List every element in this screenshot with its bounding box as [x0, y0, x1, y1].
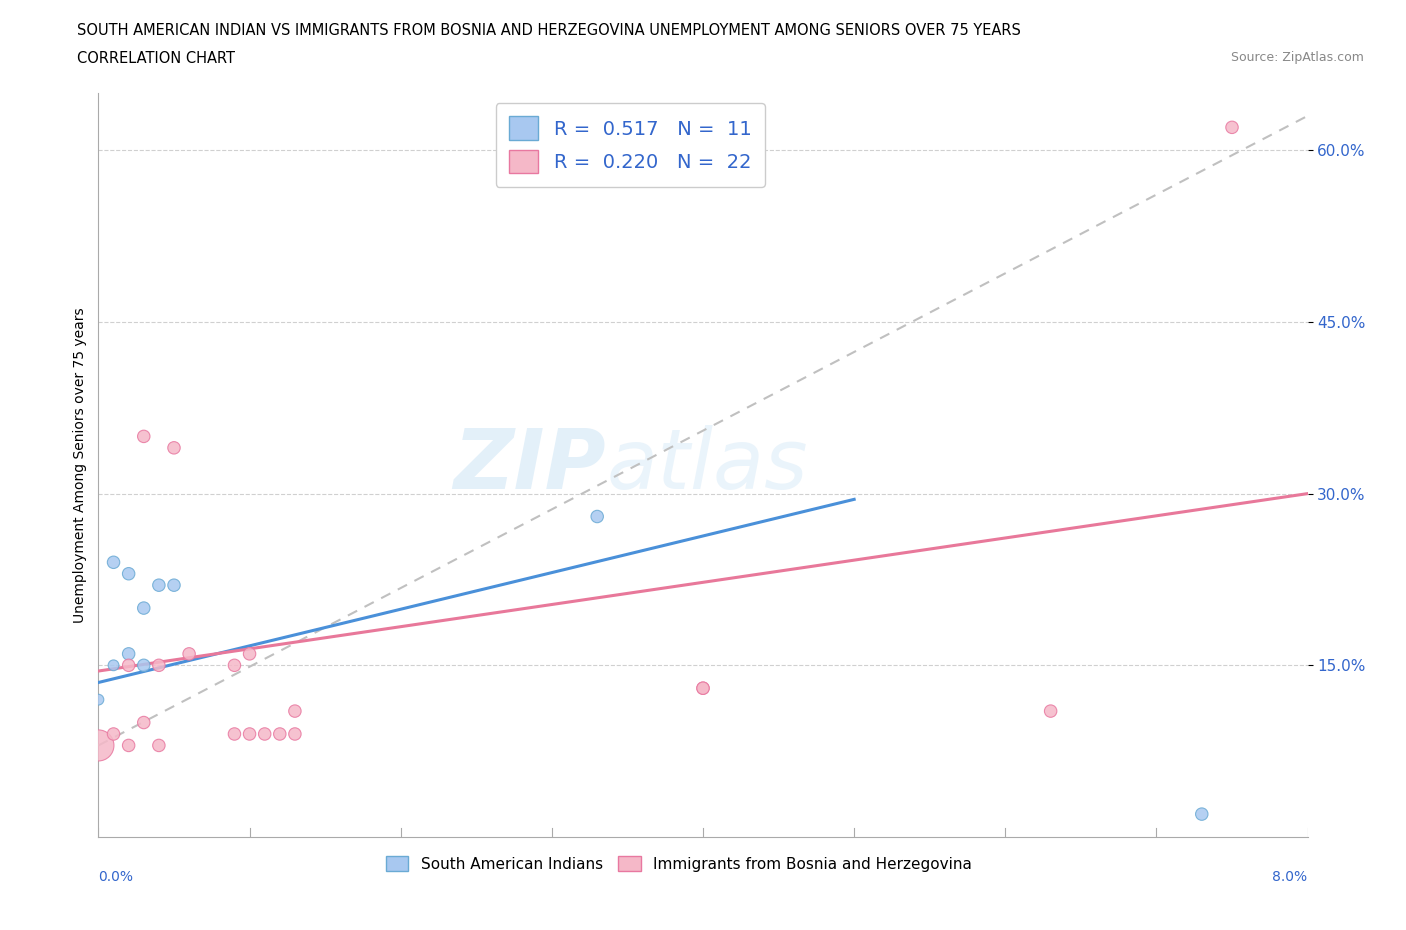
Point	[132, 429, 155, 444]
Point	[87, 738, 110, 753]
Point	[224, 658, 246, 672]
Point	[132, 601, 155, 616]
Point	[163, 441, 186, 456]
Point	[103, 658, 125, 672]
Point	[253, 726, 276, 741]
Point	[148, 578, 170, 592]
Point	[118, 646, 141, 661]
Text: SOUTH AMERICAN INDIAN VS IMMIGRANTS FROM BOSNIA AND HERZEGOVINA UNEMPLOYMENT AMO: SOUTH AMERICAN INDIAN VS IMMIGRANTS FROM…	[77, 23, 1021, 38]
Point	[284, 726, 307, 741]
Point	[692, 681, 714, 696]
Point	[103, 726, 125, 741]
Point	[224, 726, 246, 741]
Text: Source: ZipAtlas.com: Source: ZipAtlas.com	[1230, 51, 1364, 64]
Point	[284, 704, 307, 719]
Point	[103, 555, 125, 570]
Point	[692, 681, 714, 696]
Text: 0.0%: 0.0%	[98, 870, 134, 884]
Point	[132, 715, 155, 730]
Point	[239, 646, 262, 661]
Point	[118, 566, 141, 581]
Text: ZIP: ZIP	[454, 424, 606, 506]
Point	[132, 658, 155, 672]
Legend: South American Indians, Immigrants from Bosnia and Herzegovina: South American Indians, Immigrants from …	[380, 849, 979, 878]
Point	[179, 646, 201, 661]
Point	[239, 726, 262, 741]
Point	[163, 578, 186, 592]
Text: CORRELATION CHART: CORRELATION CHART	[77, 51, 235, 66]
Point	[1039, 704, 1062, 719]
Point	[148, 658, 170, 672]
Text: 8.0%: 8.0%	[1272, 870, 1308, 884]
Point	[148, 738, 170, 753]
Y-axis label: Unemployment Among Seniors over 75 years: Unemployment Among Seniors over 75 years	[73, 307, 87, 623]
Point	[87, 692, 110, 707]
Point	[269, 726, 291, 741]
Point	[118, 738, 141, 753]
Point	[586, 509, 609, 524]
Point	[1191, 806, 1213, 821]
Text: atlas: atlas	[606, 424, 808, 506]
Point	[118, 658, 141, 672]
Point	[1220, 120, 1243, 135]
